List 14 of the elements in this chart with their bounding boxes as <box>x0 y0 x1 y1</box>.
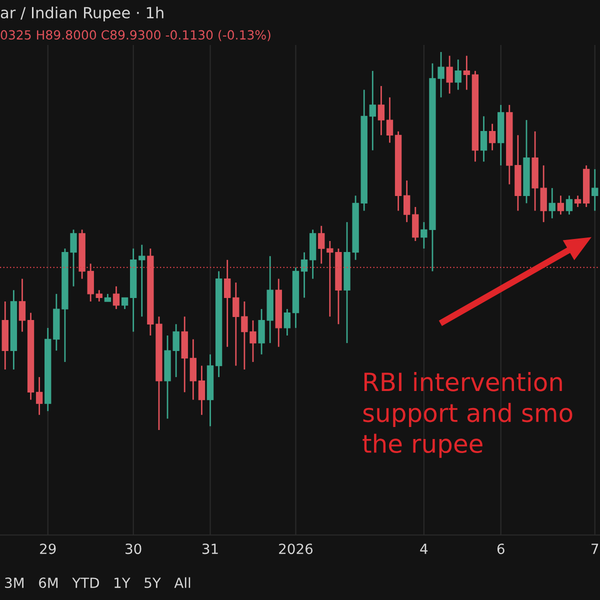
text: 3M 6M YTD 1Y 5Y All <box>5 577 190 588</box>
candlestick <box>532 130 538 212</box>
chart-title: ar / Indian Rupee · 1h <box>0 6 164 22</box>
candlestick <box>523 119 530 204</box>
candlestick <box>514 134 522 212</box>
x-tick-label: 2026 <box>279 544 313 554</box>
x-tick-label: 4 <box>420 544 428 554</box>
x-tick-label: 7 <box>592 544 598 554</box>
x-tick-label: 6 <box>497 544 504 554</box>
annotation: RBI intervention support and smo the rupee <box>362 372 572 458</box>
x-tick-label: 31 <box>202 544 218 554</box>
x-tick-label: 30 <box>126 544 142 554</box>
x-tick-label: 29 <box>40 544 56 554</box>
chart-subtitle: 0325 H89.8000 C89.9300 -0.1130 (-0.13%) <box>0 30 270 42</box>
